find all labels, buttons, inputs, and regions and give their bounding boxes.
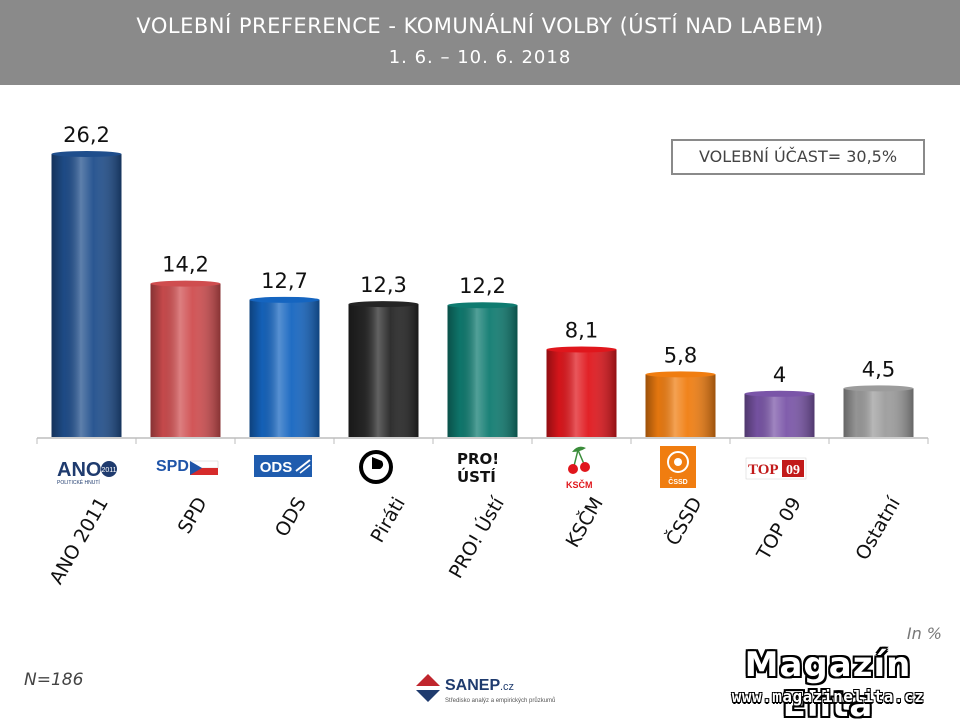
value-label: 12,3 [360,273,407,297]
value-label: 5,8 [664,343,697,367]
bar-top [348,301,419,308]
turnout-box: VOLEBNÍ ÚČAST= 30,5% [671,139,925,175]
chart-header: VOLEBNÍ PREFERENCE - KOMUNÁLNÍ VOLBY (ÚS… [0,0,960,85]
sample-size-label: N=186 [24,670,84,690]
bar [546,346,617,437]
value-labels: 26,2 14,2 12,7 12,3 12,2 8,1 5,8 4 4,5 [63,123,895,387]
bar-top [843,385,914,392]
bar-shine [447,305,518,437]
svg-text:PRO!: PRO! [457,450,499,468]
sanep-logo: SANEP .cz Středisko analýz a empirických… [416,674,555,704]
pirati-logo-icon [359,450,393,484]
bar [348,301,419,437]
value-label: 12,2 [459,274,506,298]
svg-text:ÚSTÍ: ÚSTÍ [457,467,496,486]
svg-text:2011: 2011 [101,467,116,474]
ano-logo-icon: ANO 2011 POLITICKÉ HNUTÍ [57,459,117,486]
brand-name: Magazín Elita [744,645,912,725]
bar-shine [150,283,221,437]
bar [645,371,716,437]
svg-text:SPD: SPD [156,458,189,475]
sanep-name: SANEP [445,677,500,694]
svg-text:ODS: ODS [260,459,293,476]
chart-subtitle: 1. 6. – 10. 6. 2018 [388,47,572,68]
party-logos: ANO 2011 POLITICKÉ HNUTÍ SPD ODS PRO! [57,446,807,490]
category-labels: ANO 2011 SPD ODS Piráti PRO! Ústí KSČM ČSSD TOP… [45,492,905,588]
value-label: 4,5 [862,357,895,381]
value-label: 8,1 [565,319,598,343]
value-label: 12,7 [261,269,308,293]
bar-top [150,280,221,287]
bar [51,151,122,437]
x-axis [36,437,929,444]
bar [249,296,320,437]
bar-top [546,346,617,353]
svg-text:ČSSD: ČSSD [668,477,687,486]
bar-shine [645,374,716,437]
svg-text:09: 09 [786,463,800,478]
svg-text:ANO: ANO [57,459,101,481]
magazin-elita-brand: Magazín Elita www.magazinelita.cz [706,645,950,725]
category-label: ODS [271,494,311,541]
category-label: ANO 2011 [45,494,112,589]
bar-shine [546,349,617,437]
category-label: Ostatní [851,493,905,564]
bar-top [645,371,716,378]
svg-text:POLITICKÉ HNUTÍ: POLITICKÉ HNUTÍ [57,479,100,486]
kscm-logo-icon: KSČM [566,446,593,490]
bar-shine [348,304,419,437]
spd-logo-icon: SPD [156,458,219,475]
top09-logo-icon: TOP 09 [745,457,807,480]
sanep-logo-icon [416,674,440,702]
svg-text:KSČM: KSČM [566,479,593,490]
bar-top [51,151,122,157]
category-label: ČSSD [660,493,707,550]
bar-shine [744,393,815,437]
bar [744,390,815,437]
bars [51,151,914,437]
category-label: SPD [174,494,212,538]
bar [843,385,914,437]
bar-shine [51,154,122,437]
category-label: KSČM [560,493,608,552]
cssd-logo-icon: ČSSD [660,446,696,488]
sanep-suffix: .cz [500,681,514,693]
pro-usti-logo-icon: PRO! ÚSTÍ [457,450,499,486]
bar [150,280,221,437]
category-label: Piráti [367,494,410,547]
value-label: 26,2 [63,123,110,147]
value-label: 14,2 [162,253,209,277]
category-label: TOP 09 [752,494,806,565]
bar-chart: 26,2 14,2 12,7 12,3 12,2 8,1 5,8 4 4,5 ANO 2011 … [36,123,929,588]
sanep-tagline: Středisko analýz a empirických průzkumů [445,697,555,704]
ods-logo-icon: ODS [254,455,312,477]
chart-title: VOLEBNÍ PREFERENCE - KOMUNÁLNÍ VOLBY (ÚS… [136,14,824,38]
bar-top [249,296,320,303]
bar [447,302,518,437]
unit-label: In % [906,624,942,643]
bar-shine [843,388,914,437]
brand-url: www.magazinelita.cz [731,687,925,706]
bar-shine [249,299,320,437]
bar-top [744,390,815,397]
category-label: PRO! Ústí [443,492,509,582]
value-label: 4 [773,363,786,387]
svg-text:TOP: TOP [748,462,779,478]
bar-top [447,302,518,309]
